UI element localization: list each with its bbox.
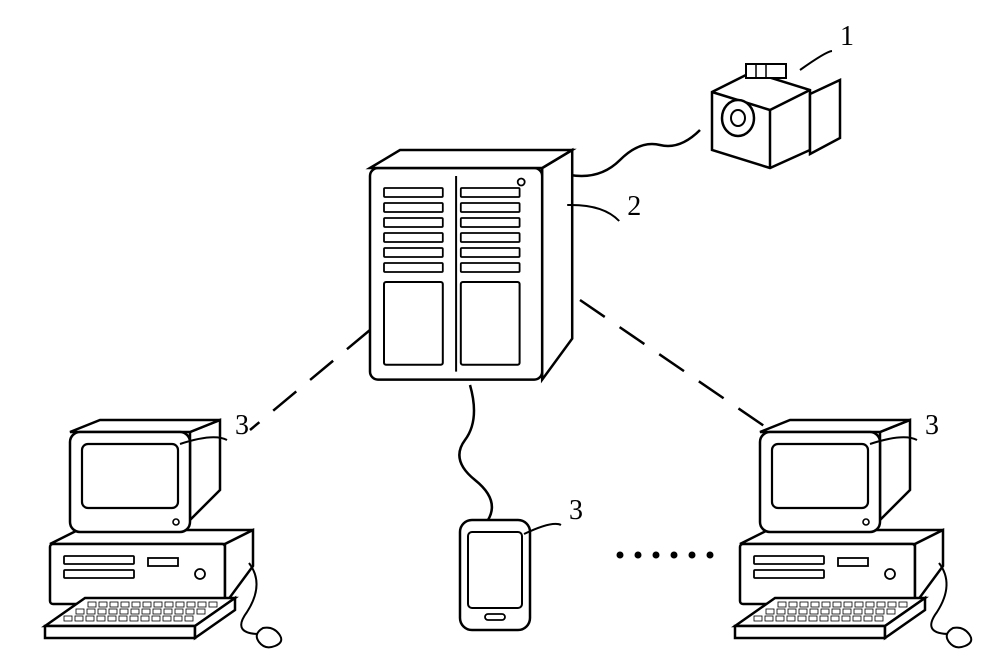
network-diagram: 1 2 3 3 3 (0, 0, 1000, 667)
edge (580, 300, 770, 430)
edge (250, 330, 370, 430)
ellipsis-dot (671, 552, 678, 559)
ellipsis-dot (653, 552, 660, 559)
server-icon (370, 150, 572, 380)
edge (459, 385, 492, 520)
ellipsis-dot (689, 552, 696, 559)
desktop-pc-icon (735, 420, 971, 647)
node-label: 3 (235, 410, 249, 441)
node-label: 1 (840, 21, 854, 52)
desktop-pc-icon (45, 420, 281, 647)
edge (570, 130, 700, 176)
node-label: 3 (925, 410, 939, 441)
node-label: 3 (569, 495, 583, 526)
ellipsis-dot (617, 552, 624, 559)
camera-icon (712, 64, 840, 168)
node-label: 2 (627, 191, 641, 222)
ellipsis-dot (707, 552, 714, 559)
ellipsis-dot (635, 552, 642, 559)
phone-icon (460, 520, 530, 630)
